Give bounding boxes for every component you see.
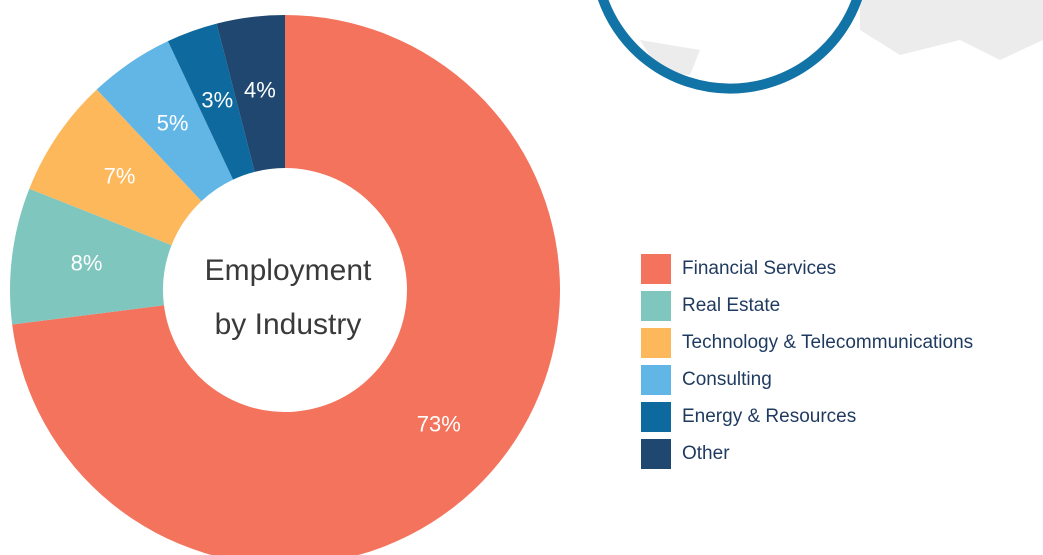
legend-label: Real Estate [682,295,780,316]
legend-swatch [641,254,671,284]
legend-label: Energy & Resources [682,406,856,427]
map-shape [860,0,1043,60]
legend-swatch [641,328,671,358]
value-label: 8% [71,251,103,276]
wedge [29,89,202,246]
legend-swatch [641,402,671,432]
wedge [216,14,285,172]
wedge [12,15,560,555]
center-label: Employment [205,254,372,287]
legend-label: Other [682,443,730,464]
legend-swatch [641,439,671,469]
map-shape [640,40,700,75]
wedge [96,41,234,202]
value-label: 73% [417,411,461,436]
globe-ring [597,0,863,94]
value-label: 3% [201,88,233,113]
value-label: 7% [104,163,136,188]
legend-swatch [641,365,671,395]
background-map [597,0,1043,94]
wedge [9,188,172,325]
value-label: 4% [244,77,276,102]
center-label: by Industry [215,308,362,341]
legend-swatch [641,291,671,321]
value-label: 5% [157,110,189,135]
wedge [167,23,255,180]
legend-label: Consulting [682,369,772,390]
legend-label: Financial Services [682,258,836,279]
donut [9,14,560,555]
legend-label: Technology & Telecommunications [682,332,973,353]
